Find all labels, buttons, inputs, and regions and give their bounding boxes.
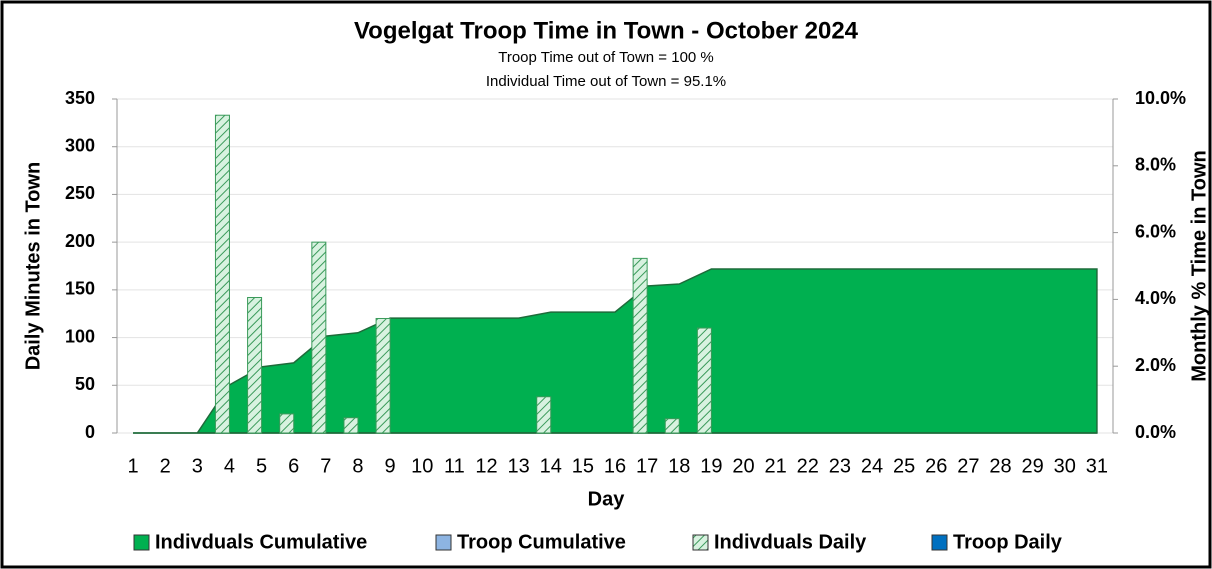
x-tick-label: 3 [192, 455, 203, 477]
x-tick-label: 10 [411, 455, 433, 477]
bar [664, 418, 680, 434]
x-tick-label: 13 [507, 455, 529, 477]
y2-tick-label: 8.0% [1135, 155, 1176, 175]
legend-label: Indivduals Daily [714, 531, 867, 553]
legend-label: Troop Daily [953, 531, 1063, 553]
x-tick-label: 24 [861, 455, 883, 477]
y2-tick-label: 6.0% [1135, 221, 1176, 241]
x-tick-label: 1 [128, 455, 139, 477]
legend-swatch [931, 534, 948, 551]
x-tick-label: 25 [893, 455, 915, 477]
x-tick-label: 16 [604, 455, 626, 477]
x-tick-label: 8 [352, 455, 363, 477]
x-tick-label: 18 [668, 455, 690, 477]
x-tick-label: 28 [989, 455, 1011, 477]
x-tick-label: 17 [636, 455, 658, 477]
legend-label: Troop Cumulative [457, 531, 626, 553]
bar [632, 257, 648, 434]
y2-tick-label: 2.0% [1135, 355, 1176, 375]
x-tick-label: 19 [700, 455, 722, 477]
legend-label: Indivduals Cumulative [155, 531, 367, 553]
y-axis-title: Daily Minutes in Town [22, 162, 44, 371]
bar [311, 241, 327, 434]
bar [343, 417, 359, 434]
bar [214, 114, 230, 434]
legend-swatch [133, 534, 150, 551]
bar [279, 413, 295, 434]
y-tick-label: 300 [65, 135, 95, 155]
x-tick-label: 27 [957, 455, 979, 477]
x-tick-label: 2 [160, 455, 171, 477]
x-tick-label: 4 [224, 455, 235, 477]
legend-swatch [692, 534, 709, 551]
subtitle: Troop Time out of Town = 100 % [498, 49, 714, 66]
y-tick-label: 0 [85, 422, 95, 442]
x-tick-label: 23 [829, 455, 851, 477]
x-axis-title: Day [588, 488, 626, 510]
x-tick-label: 15 [572, 455, 594, 477]
y2-tick-label: 4.0% [1135, 288, 1176, 308]
x-tick-label: 31 [1086, 455, 1108, 477]
x-tick-label: 30 [1054, 455, 1076, 477]
y-tick-label: 250 [65, 183, 95, 203]
x-tick-label: 21 [765, 455, 787, 477]
x-tick-label: 7 [320, 455, 331, 477]
y-tick-label: 200 [65, 231, 95, 251]
y2-axis-title: Monthly % Time in Town [1188, 150, 1210, 381]
x-tick-label: 11 [444, 455, 465, 477]
y-tick-label: 150 [65, 279, 95, 299]
x-tick-label: 29 [1022, 455, 1044, 477]
y2-tick-label: 0.0% [1135, 422, 1176, 442]
bar [247, 296, 263, 434]
chart-title: Vogelgat Troop Time in Town - October 20… [354, 17, 859, 44]
x-tick-label: 14 [540, 455, 562, 477]
y-tick-label: 350 [65, 88, 95, 108]
subtitle: Individual Time out of Town = 95.1% [486, 73, 726, 90]
bar [696, 327, 712, 434]
y-tick-label: 100 [65, 326, 95, 346]
x-tick-label: 20 [732, 455, 754, 477]
x-tick-label: 22 [797, 455, 819, 477]
y2-tick-label: 10.0% [1135, 88, 1186, 108]
x-tick-label: 5 [256, 455, 267, 477]
bar [536, 396, 552, 434]
x-tick-label: 26 [925, 455, 947, 477]
x-tick-label: 12 [475, 455, 497, 477]
y-tick-label: 50 [75, 374, 95, 394]
legend-swatch [435, 534, 452, 551]
x-tick-label: 9 [385, 455, 396, 477]
x-tick-label: 6 [288, 455, 299, 477]
bar [375, 317, 391, 434]
